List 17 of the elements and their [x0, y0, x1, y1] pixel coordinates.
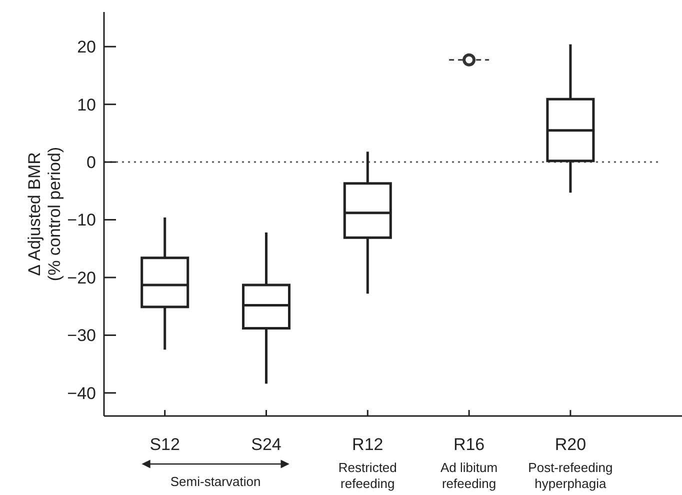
text: Semi-starvation	[170, 474, 261, 489]
y-tick-label: 20	[77, 38, 96, 57]
y-tick-label: −20	[67, 268, 96, 288]
y-tick-label: −40	[67, 384, 96, 403]
x-tick-label: R12	[352, 435, 384, 454]
text: Post-refeeding hyperphagia	[528, 460, 613, 491]
y-tick-label: 10	[77, 95, 96, 114]
y-axis-title: Δ Adjusted BMR (% control period)	[25, 146, 64, 282]
x-tick-label: S24	[251, 435, 282, 454]
x-tick-label: S12	[150, 435, 180, 454]
y-tick-label: −30	[67, 326, 96, 346]
y-tick-label: −10	[67, 210, 96, 230]
x-tick-label: R20	[554, 435, 586, 454]
text: Restricted refeeding	[338, 460, 397, 491]
y-tick-label: 0	[86, 153, 96, 172]
x-tick-label: R16	[453, 435, 485, 454]
text: Ad libitum refeeding	[440, 460, 498, 491]
